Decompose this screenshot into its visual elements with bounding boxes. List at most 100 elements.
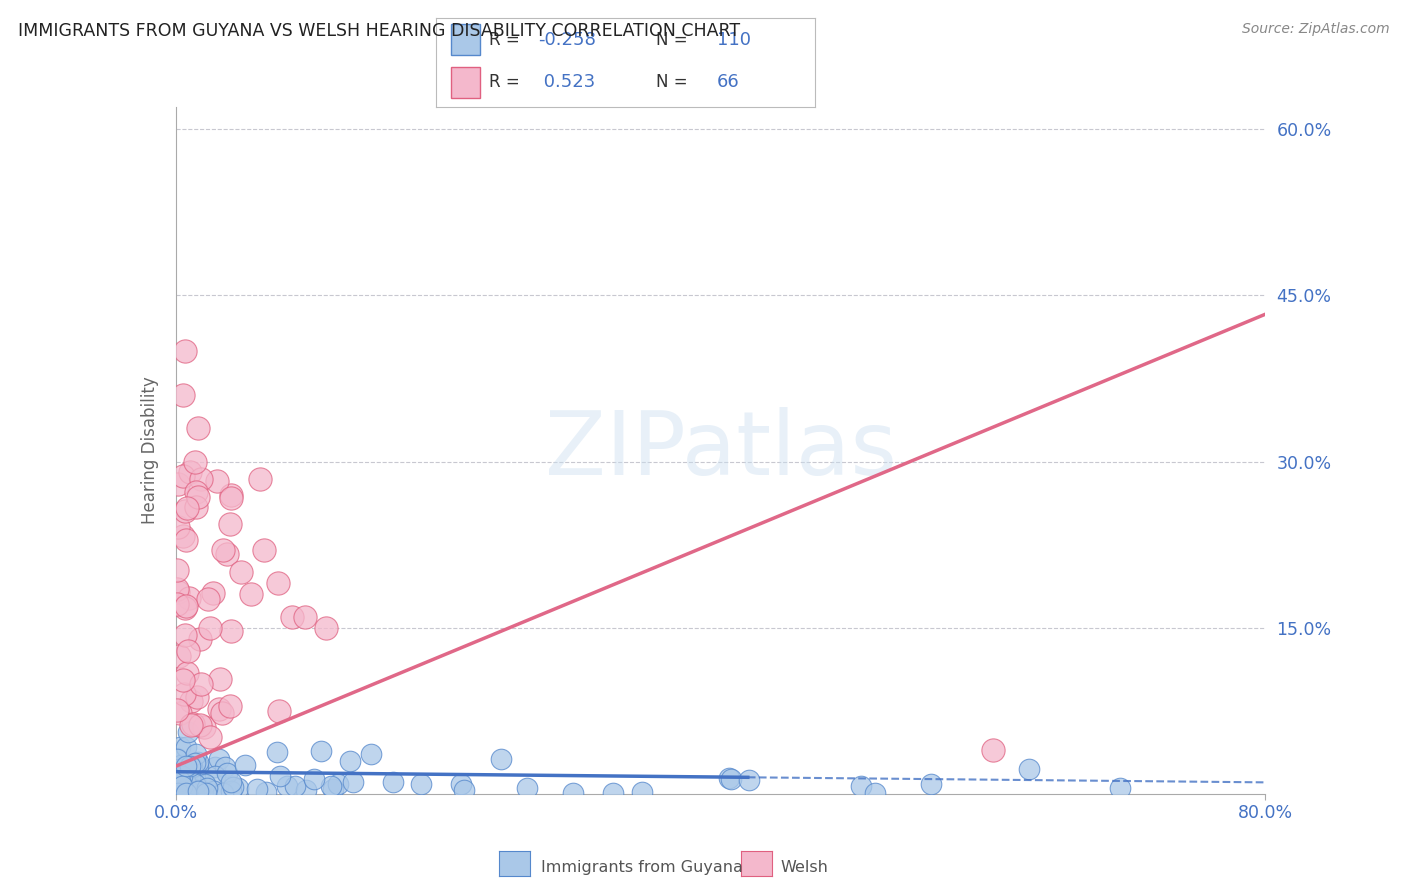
- Point: [382, 774, 405, 789]
- Point: [180, 694, 202, 708]
- Point: [166, 777, 188, 791]
- Point: [169, 740, 191, 755]
- Point: [174, 739, 197, 754]
- Point: [183, 774, 205, 789]
- Point: [207, 474, 229, 488]
- Point: [188, 718, 211, 732]
- Point: [183, 756, 205, 770]
- Point: [174, 784, 197, 798]
- Point: [166, 752, 188, 766]
- Point: [187, 490, 209, 504]
- Point: [176, 760, 198, 774]
- Text: 0.523: 0.523: [538, 72, 596, 91]
- Point: [170, 757, 193, 772]
- Point: [167, 786, 190, 800]
- Point: [450, 777, 472, 791]
- Point: [190, 677, 212, 691]
- Point: [166, 582, 188, 597]
- Point: [304, 772, 326, 786]
- Point: [1018, 762, 1040, 776]
- Point: [169, 773, 191, 788]
- Point: [173, 343, 195, 358]
- Point: [197, 591, 219, 606]
- Point: [920, 777, 942, 791]
- Text: N =: N =: [657, 30, 693, 49]
- Point: [166, 784, 188, 798]
- Point: [181, 782, 204, 797]
- Point: [166, 781, 188, 796]
- Point: [602, 786, 624, 800]
- Point: [187, 421, 209, 435]
- Point: [360, 747, 382, 761]
- Text: N =: N =: [657, 72, 693, 91]
- Text: Immigrants from Guyana: Immigrants from Guyana: [541, 860, 744, 874]
- Point: [186, 782, 208, 797]
- Point: [167, 762, 190, 776]
- Point: [177, 780, 200, 794]
- Point: [166, 703, 188, 717]
- Point: [176, 665, 198, 680]
- Point: [184, 484, 207, 499]
- Point: [187, 759, 209, 773]
- Point: [226, 780, 249, 795]
- Point: [315, 621, 337, 635]
- Point: [221, 775, 243, 789]
- Text: Welsh: Welsh: [780, 860, 828, 874]
- Point: [863, 786, 886, 800]
- Point: [214, 760, 236, 774]
- Point: [174, 772, 197, 786]
- Point: [204, 769, 226, 783]
- Point: [284, 779, 307, 793]
- Point: [218, 516, 240, 531]
- Point: [219, 488, 242, 502]
- Point: [186, 690, 208, 705]
- Point: [173, 781, 195, 796]
- Point: [170, 773, 193, 788]
- Text: ZIPatlas: ZIPatlas: [544, 407, 897, 494]
- Point: [179, 759, 201, 773]
- Point: [198, 730, 221, 744]
- Point: [215, 765, 238, 780]
- Point: [184, 500, 207, 515]
- Point: [239, 587, 262, 601]
- Point: [208, 702, 231, 716]
- Point: [720, 772, 742, 786]
- Point: [849, 779, 872, 793]
- Text: Source: ZipAtlas.com: Source: ZipAtlas.com: [1241, 22, 1389, 37]
- Point: [179, 465, 201, 479]
- Point: [249, 473, 271, 487]
- Point: [219, 784, 242, 798]
- Bar: [451, 67, 479, 98]
- Point: [339, 755, 361, 769]
- Point: [184, 777, 207, 791]
- Text: -0.258: -0.258: [538, 30, 596, 49]
- Point: [169, 765, 191, 780]
- Point: [267, 705, 290, 719]
- Point: [174, 786, 197, 800]
- Point: [269, 769, 291, 783]
- Point: [167, 476, 190, 491]
- Point: [166, 563, 188, 577]
- Point: [172, 468, 194, 483]
- Point: [169, 765, 191, 780]
- Point: [208, 672, 231, 686]
- Point: [172, 388, 194, 402]
- Point: [172, 763, 194, 777]
- Point: [204, 784, 226, 798]
- Point: [177, 644, 200, 658]
- Text: IMMIGRANTS FROM GUYANA VS WELSH HEARING DISABILITY CORRELATION CHART: IMMIGRANTS FROM GUYANA VS WELSH HEARING …: [18, 22, 741, 40]
- Point: [208, 752, 231, 766]
- Point: [198, 621, 221, 635]
- Point: [630, 785, 652, 799]
- Point: [174, 503, 197, 517]
- Point: [181, 760, 204, 774]
- Point: [342, 775, 364, 789]
- Point: [409, 777, 432, 791]
- Point: [195, 781, 218, 796]
- Point: [202, 586, 225, 600]
- Point: [180, 776, 202, 790]
- Point: [174, 759, 197, 773]
- Point: [211, 706, 233, 721]
- Point: [183, 717, 205, 731]
- Point: [170, 780, 193, 794]
